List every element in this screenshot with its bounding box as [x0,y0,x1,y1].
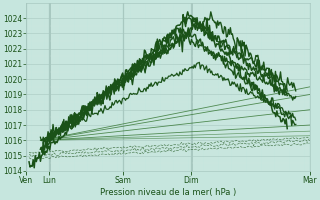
X-axis label: Pression niveau de la mer( hPa ): Pression niveau de la mer( hPa ) [100,188,236,197]
